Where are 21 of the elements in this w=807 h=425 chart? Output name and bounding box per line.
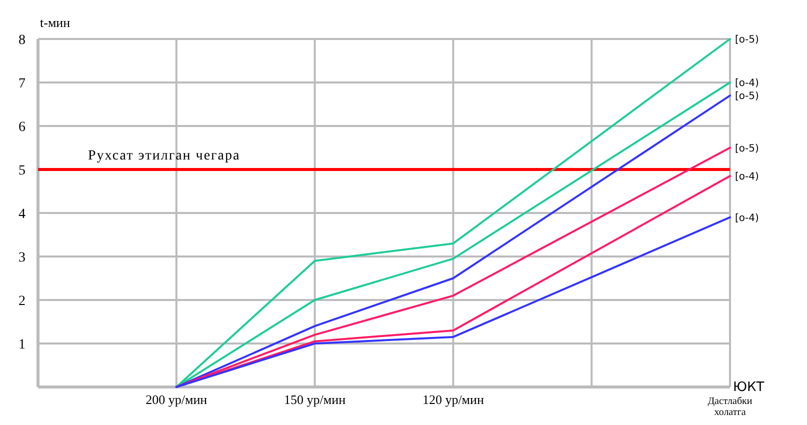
- series-label: [о-5): [735, 143, 759, 154]
- y-tick-label: 5: [18, 163, 26, 178]
- y-tick-label: 1: [18, 337, 26, 352]
- x-tick-label: 120 ур/мин: [422, 392, 484, 407]
- y-tick-label: 7: [18, 76, 26, 92]
- series-label: [о-5): [735, 34, 759, 46]
- series-label: [о-4): [735, 212, 759, 224]
- y-tick-label: 6: [18, 120, 26, 135]
- x-axis-title: ЮКТ: [733, 380, 764, 395]
- x-tick-label: 150 ур/мин: [284, 392, 346, 407]
- x-tick-label: Дастлабки холатга: [708, 396, 753, 418]
- series-label: [о-4): [735, 78, 759, 89]
- y-tick-label: 2: [18, 294, 26, 309]
- y-tick-label: 3: [18, 250, 26, 266]
- ref-line-label: Рухсат этилган чегара: [88, 148, 240, 164]
- y-tick-label: 8: [18, 32, 26, 48]
- x-tick-label: 200 ур/мин: [146, 392, 208, 407]
- y-axis-title: t-мин: [40, 15, 70, 30]
- series-label: [о-4): [735, 172, 759, 183]
- series-label: [о-5): [735, 91, 759, 102]
- y-tick-label: 4: [18, 206, 26, 222]
